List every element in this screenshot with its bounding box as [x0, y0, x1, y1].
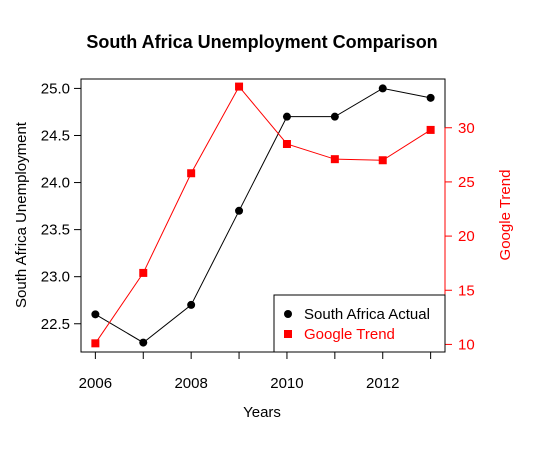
legend: South Africa Actual Google Trend: [273, 294, 446, 353]
y2-tick-label: 10: [458, 336, 475, 353]
data-point-0: [235, 206, 244, 215]
data-point-1: [282, 140, 291, 148]
x-tick-label: 2008: [174, 375, 207, 392]
x-tick-label: 2010: [270, 375, 303, 392]
y2-tick-label: 20: [458, 228, 475, 245]
data-point-1: [91, 339, 100, 348]
legend-marker-south-africa-actual: [284, 310, 292, 318]
y-axis-right: 10 15 20 25 30: [444, 120, 475, 353]
legend-label-google-trend: Google Trend: [304, 326, 395, 343]
data-point-1: [426, 125, 435, 134]
data-point-0: [378, 84, 387, 93]
x-tick-label: 2012: [366, 375, 399, 392]
y-tick-label: 23.0: [41, 269, 70, 286]
x-tick-label: 2006: [79, 375, 112, 392]
data-point-1: [378, 156, 387, 165]
y2-tick-label: 30: [458, 120, 475, 137]
y-tick-label: 24.5: [41, 127, 70, 144]
data-point-1: [139, 268, 148, 277]
y-axis-right-label: Google Trend: [497, 170, 514, 261]
x-axis-label: Years: [243, 404, 281, 421]
chart-title: South Africa Unemployment Comparison: [86, 32, 437, 52]
series-layer: [91, 82, 435, 348]
data-point-0: [139, 338, 148, 347]
series-line-1: [94, 85, 431, 344]
legend-label-south-africa-actual: South Africa Actual: [304, 306, 430, 323]
series-line-0: [95, 87, 431, 344]
x-axis: 2006 2008 2010 2012: [79, 351, 432, 392]
y-tick-label: 25.0: [41, 80, 70, 97]
y2-tick-label: 15: [458, 282, 475, 299]
data-point-0: [330, 112, 339, 121]
data-point-0: [187, 300, 196, 309]
data-point-0: [282, 112, 291, 121]
y2-tick-label: 25: [458, 174, 475, 191]
data-point-1: [330, 155, 339, 164]
data-point-1: [187, 169, 196, 178]
legend-box: [273, 294, 446, 353]
data-point-0: [426, 93, 435, 102]
y-tick-label: 23.5: [41, 222, 70, 239]
data-point-0: [91, 310, 100, 319]
y-axis-left-label: South Africa Unemployment: [13, 121, 30, 308]
legend-marker-google-trend: [284, 330, 292, 338]
y-tick-label: 24.0: [41, 175, 70, 192]
y-axis-left: 22.5 23.0 23.5 24.0 24.5 25.0: [41, 80, 82, 333]
data-point-1: [235, 82, 244, 91]
y-tick-label: 22.5: [41, 316, 70, 333]
